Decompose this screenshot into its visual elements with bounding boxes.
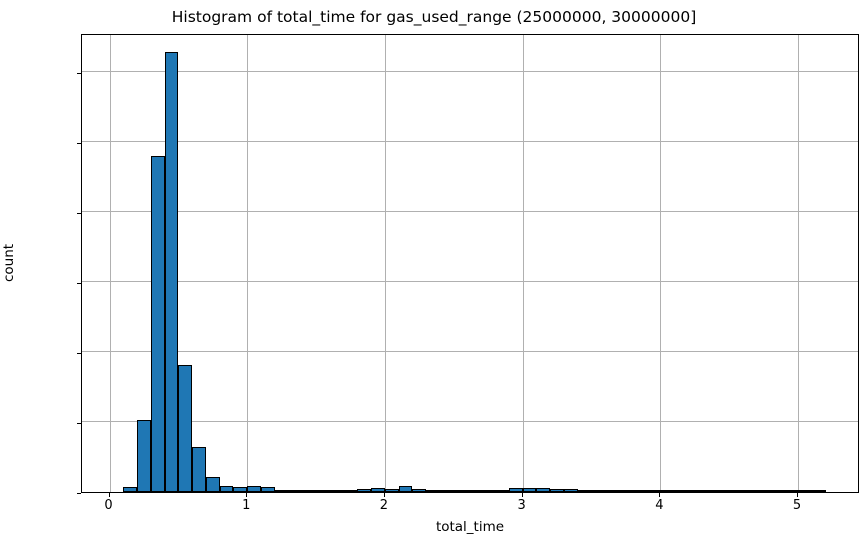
histogram-bar <box>687 490 702 492</box>
x-tick-label: 0 <box>104 498 113 513</box>
x-tick-label: 1 <box>242 498 251 513</box>
histogram-bar <box>371 488 385 492</box>
x-tick-mark <box>797 493 799 497</box>
histogram-bar <box>784 490 799 492</box>
histogram-bar <box>123 486 138 492</box>
histogram-bar <box>756 490 771 492</box>
x-tick-mark <box>108 493 110 497</box>
histogram-bar <box>467 490 482 492</box>
histogram-bar <box>384 488 399 492</box>
histogram-bar <box>247 486 261 492</box>
histogram-bar <box>605 490 620 492</box>
histogram-bar <box>164 52 179 492</box>
histogram-bar <box>577 490 592 492</box>
histogram-bar <box>288 490 303 492</box>
histogram-bar <box>798 490 812 492</box>
histogram-bar <box>536 487 551 492</box>
gridline-y <box>82 350 858 352</box>
x-tick-mark <box>521 493 523 497</box>
histogram-bar <box>550 488 564 492</box>
histogram-bar <box>811 490 826 492</box>
gridline-x <box>798 35 800 492</box>
histogram-bar <box>495 490 509 492</box>
histogram-bar <box>508 488 523 492</box>
y-tick-mark <box>77 493 81 495</box>
histogram-bar <box>233 486 248 492</box>
histogram-bar <box>632 490 647 492</box>
histogram-bar <box>357 489 372 492</box>
histogram-bar <box>137 420 151 492</box>
x-tick-mark <box>246 493 248 497</box>
histogram-bar <box>453 490 468 492</box>
x-tick-label: 3 <box>517 498 526 513</box>
gridline-y <box>82 280 858 282</box>
histogram-bar <box>715 490 730 492</box>
histogram-bar <box>742 490 757 492</box>
histogram-bar <box>660 490 675 492</box>
plot-area <box>81 34 859 493</box>
gridline-y <box>82 420 858 422</box>
histogram-bar <box>701 490 716 492</box>
x-tick-label: 5 <box>792 498 802 513</box>
histogram-bar <box>205 476 220 492</box>
x-tick-label: 4 <box>655 498 664 513</box>
histogram-bar <box>426 489 440 492</box>
x-tick-label: 2 <box>379 498 389 513</box>
gridline-y <box>82 70 858 72</box>
histogram-bar <box>619 490 633 492</box>
histogram-bar <box>563 489 578 492</box>
histogram-bar <box>316 490 330 492</box>
histogram-bar <box>398 486 413 492</box>
histogram-bar <box>440 490 454 492</box>
histogram-bar <box>729 490 743 492</box>
x-axis-label: total_time <box>435 519 505 535</box>
histogram-bar <box>481 490 496 492</box>
histogram-bar <box>343 490 358 492</box>
histogram-bar <box>770 490 785 492</box>
histogram-bar <box>412 489 427 492</box>
histogram-bar <box>329 490 344 492</box>
gridline-x <box>522 35 524 492</box>
histogram-bar <box>150 155 165 492</box>
y-axis-label: count <box>1 243 17 283</box>
histogram-bar <box>178 364 193 492</box>
gridline-x <box>384 35 386 492</box>
histogram-bar <box>302 490 317 492</box>
x-tick-mark <box>383 493 386 497</box>
histogram-bar <box>219 485 234 492</box>
histogram-bar <box>674 490 688 492</box>
histogram-bar <box>261 487 275 492</box>
histogram-bar <box>646 490 661 492</box>
x-tick-mark <box>659 493 661 497</box>
histogram-bar <box>591 490 606 492</box>
gridline-x <box>660 35 662 492</box>
histogram-bar <box>274 490 289 492</box>
histogram-bar <box>522 488 537 492</box>
gridline-y <box>82 210 858 212</box>
gridline-x <box>247 35 249 492</box>
histogram-bar <box>192 447 206 492</box>
gridline-y <box>82 140 858 142</box>
page-title: Histogram of total_time for gas_used_ran… <box>171 8 697 26</box>
gridline-x <box>109 35 111 492</box>
